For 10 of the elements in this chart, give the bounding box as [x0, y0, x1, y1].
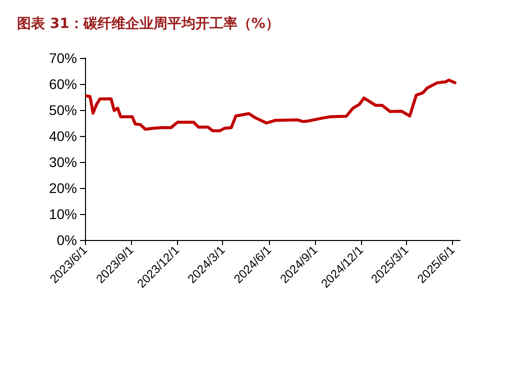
chart-title: 图表 31：碳纤维企业周平均开工率（%）	[17, 15, 280, 32]
y-tick-label: 30%	[48, 154, 77, 170]
y-tick-label: 70%	[48, 50, 77, 66]
y-tick-label: 40%	[48, 128, 77, 144]
line-series	[85, 78, 456, 132]
y-tick-label: 60%	[48, 76, 77, 92]
y-tick-label: 20%	[48, 180, 77, 196]
y-tick-label: 10%	[48, 206, 77, 222]
y-tick-label: 50%	[48, 102, 77, 118]
y-tick-label: 0%	[56, 232, 77, 248]
